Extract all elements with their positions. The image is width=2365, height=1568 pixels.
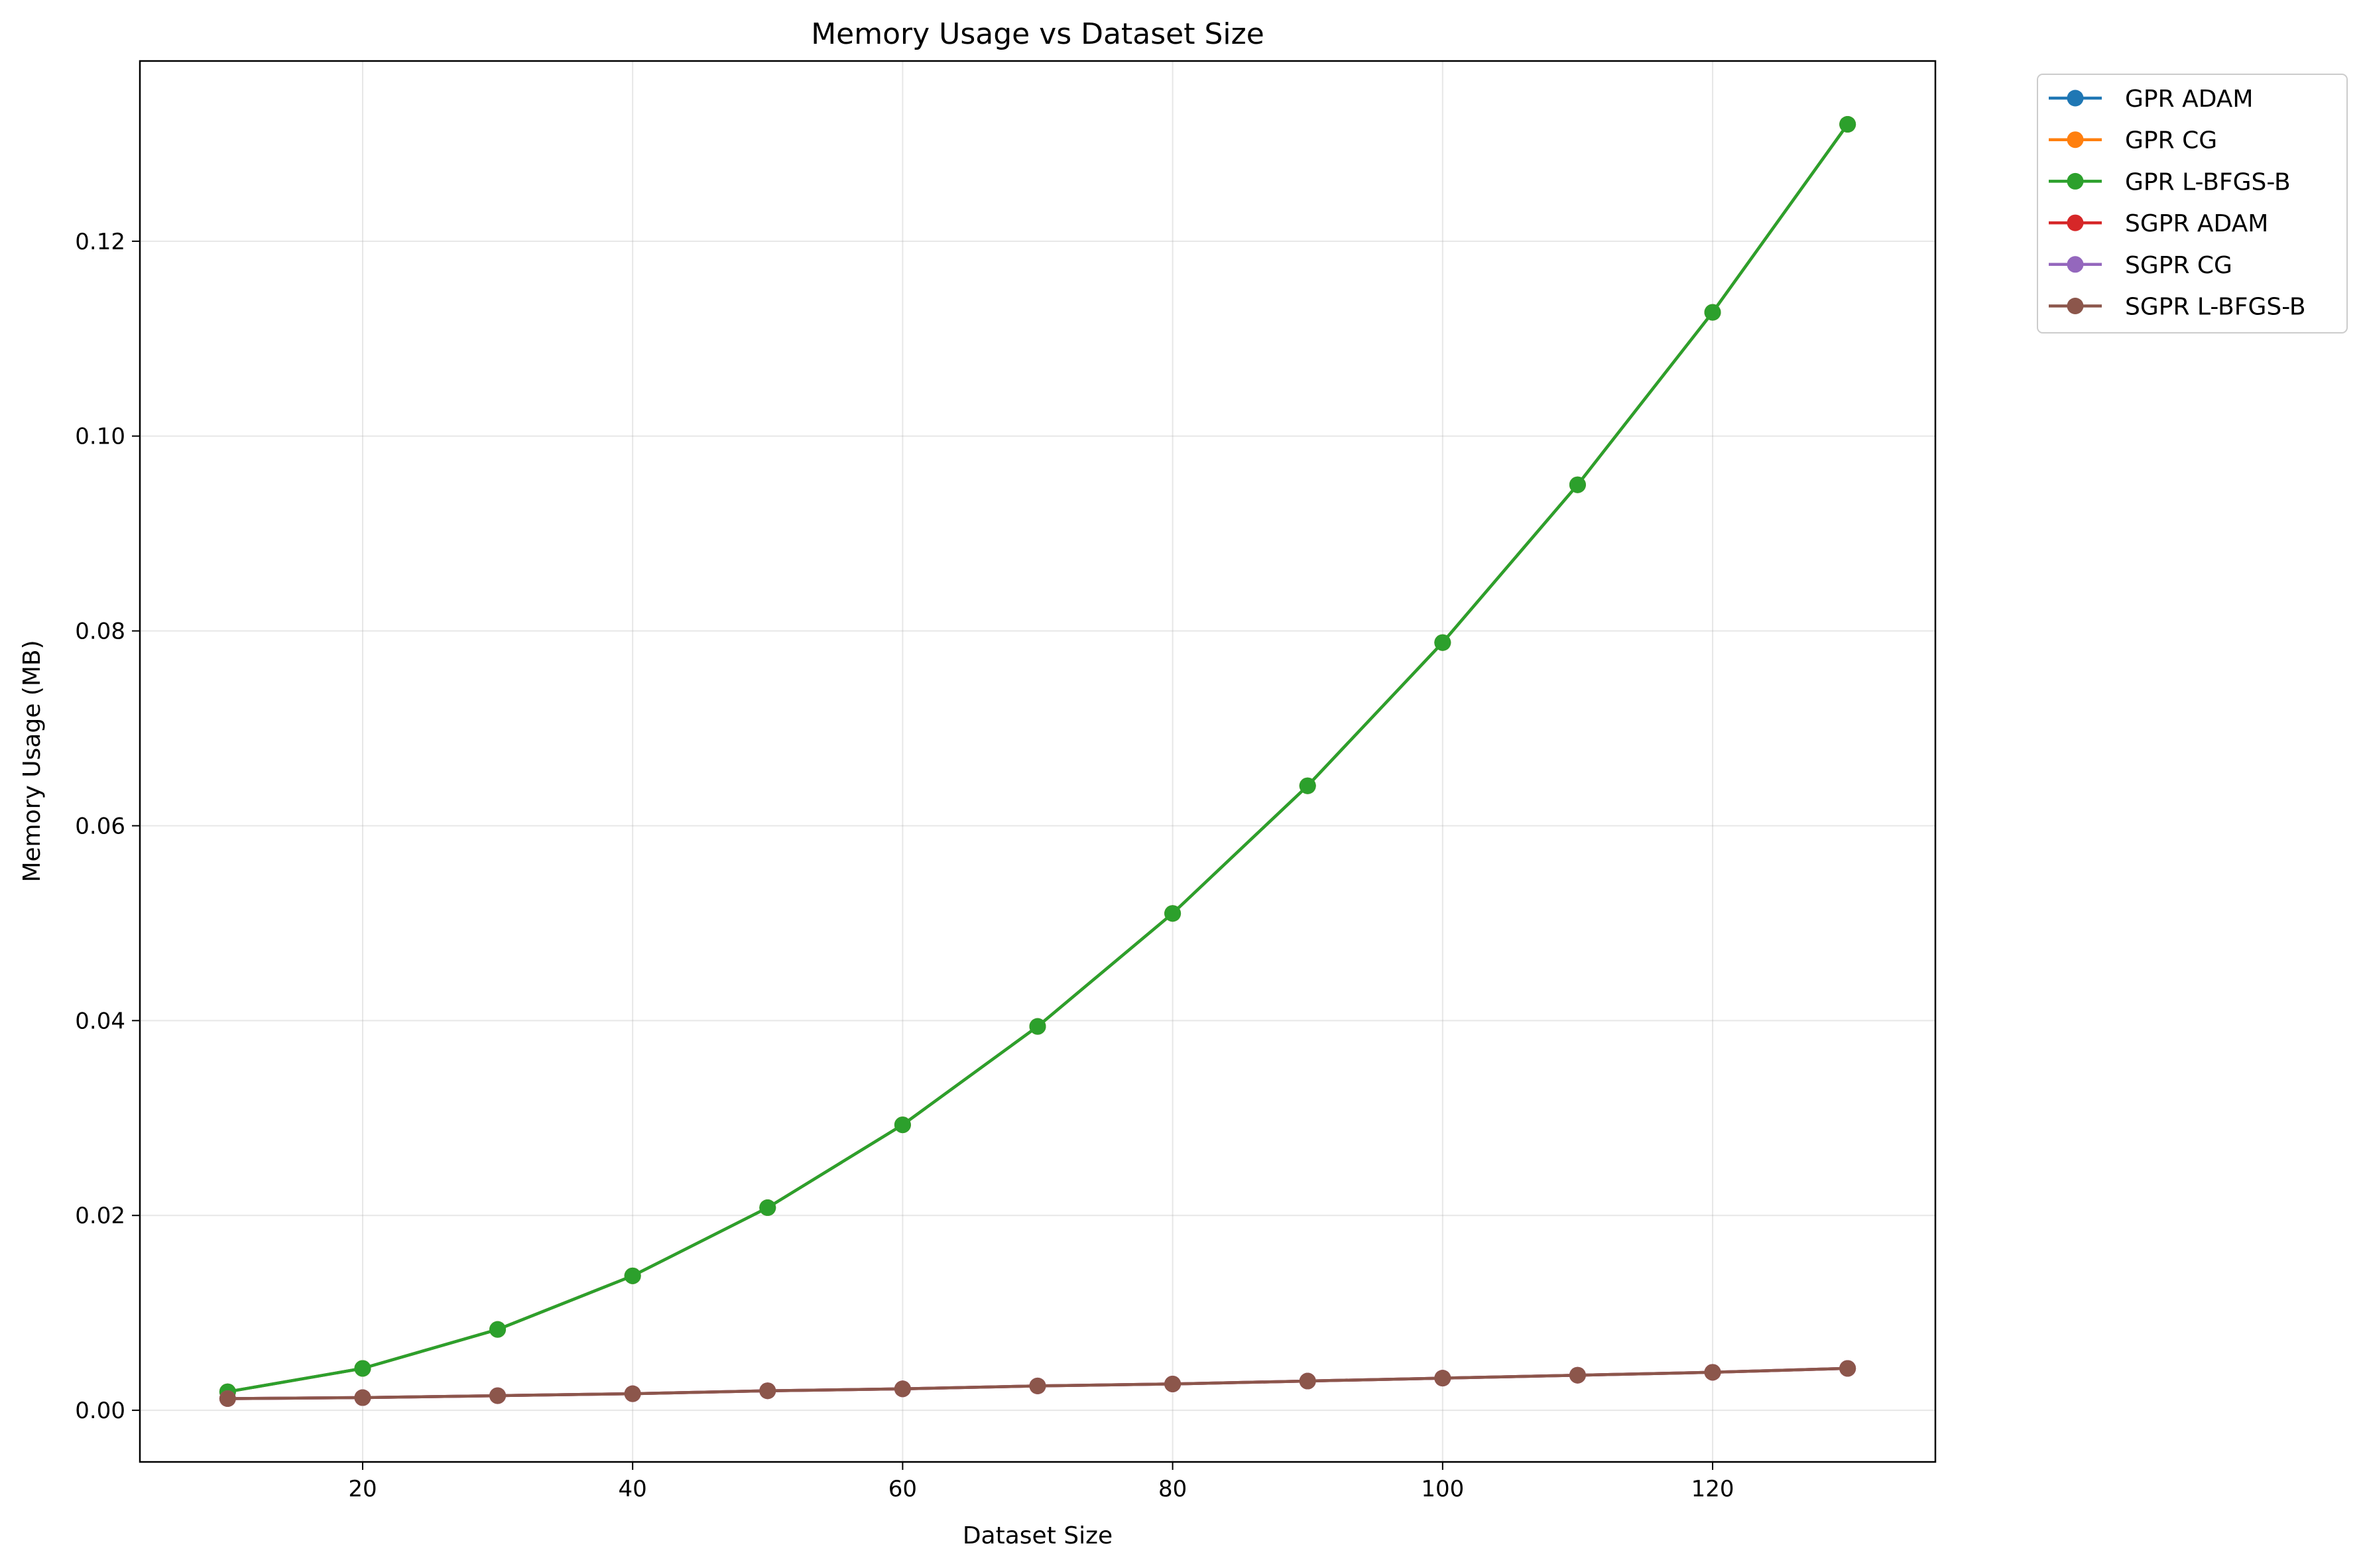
x-axis-label: Dataset Size xyxy=(963,1522,1113,1549)
data-point xyxy=(894,1380,911,1398)
legend: GPR ADAM GPR CG GPR L-BFGS-B SGPR ADAM SGPR … xyxy=(2037,74,2348,333)
legend-swatch-marker xyxy=(2067,256,2084,273)
series-sgpr-l-bfgs-b xyxy=(219,1360,1856,1407)
x-tick-label: 100 xyxy=(1421,1476,1464,1502)
data-point xyxy=(1704,1364,1721,1381)
x-tick-label: 20 xyxy=(348,1476,377,1502)
legend-entry: GPR ADAM xyxy=(2049,86,2253,113)
y-tick-label: 0.08 xyxy=(75,619,125,645)
legend-swatch-marker xyxy=(2067,90,2084,107)
series-gpr-l-bfgs-b xyxy=(219,116,1856,1400)
legend-label: SGPR L-BFGS-B xyxy=(2125,294,2306,321)
data-point xyxy=(624,1267,641,1284)
data-point xyxy=(759,1199,776,1216)
series-lines xyxy=(219,116,1856,1407)
data-point xyxy=(354,1389,371,1406)
legend-label: GPR ADAM xyxy=(2125,86,2253,113)
data-point xyxy=(1434,634,1451,651)
x-tick-label: 120 xyxy=(1691,1476,1734,1502)
data-point xyxy=(354,1360,371,1377)
legend-frame xyxy=(2037,74,2348,333)
data-point xyxy=(1434,1370,1451,1387)
legend-label: SGPR ADAM xyxy=(2125,210,2268,237)
y-tick-label: 0.12 xyxy=(75,229,125,255)
legend-entry: GPR L-BFGS-B xyxy=(2049,168,2291,196)
data-point xyxy=(1569,1366,1586,1384)
legend-swatch-marker xyxy=(2067,214,2084,231)
y-tick-label: 0.02 xyxy=(75,1203,125,1229)
data-point xyxy=(759,1382,776,1400)
x-tick-label: 60 xyxy=(888,1476,917,1502)
data-point xyxy=(1569,476,1586,493)
legend-entry: SGPR CG xyxy=(2049,252,2232,279)
legend-label: SGPR CG xyxy=(2125,252,2232,279)
data-point xyxy=(489,1387,507,1404)
y-tick-label: 0.06 xyxy=(75,813,125,839)
legend-entry: SGPR L-BFGS-B xyxy=(2049,294,2306,321)
legend-swatch-marker xyxy=(2067,172,2084,190)
y-tick-label: 0.10 xyxy=(75,424,125,450)
y-tick-label: 0.04 xyxy=(75,1008,125,1034)
data-point xyxy=(1299,777,1316,794)
plot-frame xyxy=(139,60,1937,1463)
legend-label: GPR CG xyxy=(2125,127,2217,154)
legend-entry: GPR CG xyxy=(2049,127,2217,154)
data-point xyxy=(1704,304,1721,321)
data-point xyxy=(624,1385,641,1402)
data-point xyxy=(894,1116,911,1134)
x-tick-label: 40 xyxy=(619,1476,647,1502)
y-axis-label: Memory Usage (MB) xyxy=(19,640,46,882)
data-point xyxy=(1029,1018,1046,1035)
data-point xyxy=(1839,1360,1856,1377)
legend-swatch-marker xyxy=(2067,131,2084,149)
x-tick-label: 80 xyxy=(1158,1476,1187,1502)
legend-swatch-marker xyxy=(2067,298,2084,314)
data-point xyxy=(489,1321,507,1338)
legend-label: GPR L-BFGS-B xyxy=(2125,168,2291,196)
data-point xyxy=(1164,905,1182,922)
data-point xyxy=(1299,1372,1316,1390)
data-point xyxy=(1164,1375,1182,1392)
data-point xyxy=(219,1390,236,1407)
y-tick-label: 0.00 xyxy=(75,1398,125,1424)
data-point xyxy=(1029,1377,1046,1394)
legend-entry: SGPR ADAM xyxy=(2049,210,2268,237)
axis-ticks: 20 40 60 80 100 120 0.00 0.02 0.04 0.06 0.08 0.10 0.… xyxy=(75,229,1734,1502)
grid-lines xyxy=(140,61,1935,1462)
data-point xyxy=(1839,116,1856,133)
chart-title: Memory Usage vs Dataset Size xyxy=(811,17,1264,51)
